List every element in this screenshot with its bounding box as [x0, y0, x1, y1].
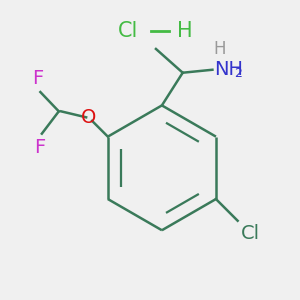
Text: F: F: [32, 69, 43, 88]
Text: O: O: [81, 108, 96, 127]
Text: F: F: [34, 138, 45, 157]
Text: Cl: Cl: [118, 21, 138, 41]
Text: Cl: Cl: [241, 224, 260, 243]
Text: NH: NH: [214, 60, 243, 79]
Text: 2: 2: [234, 67, 242, 80]
Text: H: H: [214, 40, 226, 58]
Text: H: H: [177, 21, 192, 41]
